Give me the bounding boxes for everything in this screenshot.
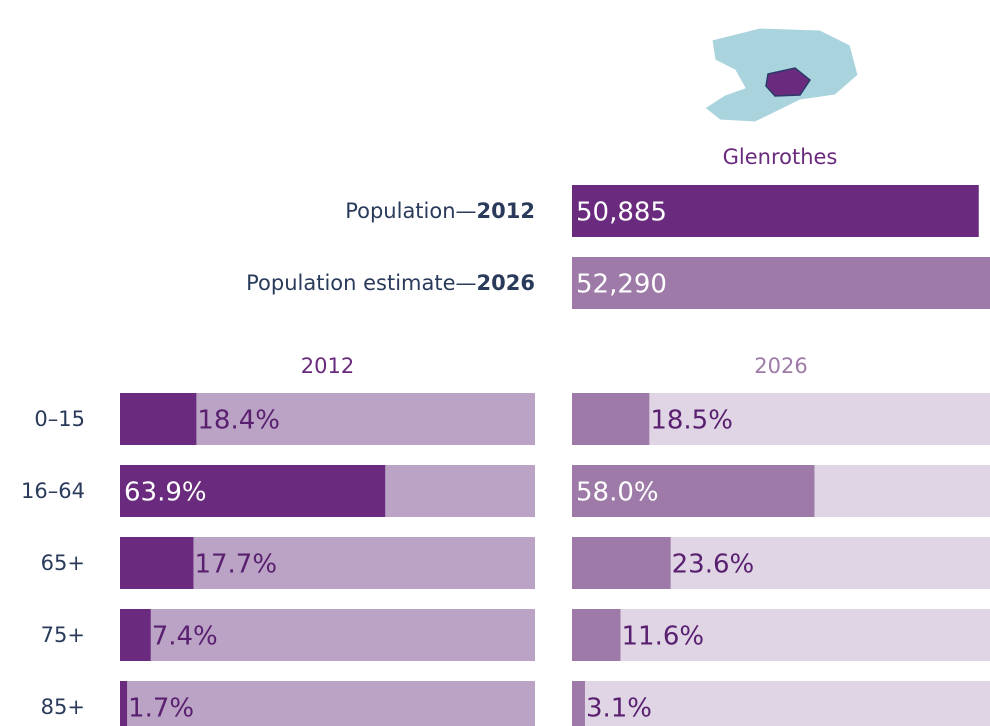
row-label-text: Population estimate—: [246, 271, 476, 295]
value-label: 18.5%: [650, 406, 733, 436]
age-label: 0–15: [34, 407, 85, 431]
value-label: 23.6%: [672, 550, 755, 580]
age-label: 85+: [41, 695, 85, 719]
bar: [572, 609, 621, 661]
area-name: Glenrothes: [723, 145, 838, 169]
map: [704, 27, 859, 123]
panel-title: 2026: [754, 354, 807, 378]
value-label: 18.4%: [197, 406, 280, 436]
bar: [572, 393, 650, 445]
value-label: 3.1%: [586, 694, 652, 724]
value-label: 58.0%: [576, 478, 659, 508]
row-label-year: 2026: [477, 271, 535, 295]
bar: [572, 537, 671, 589]
row-label-text: Population—: [345, 199, 476, 223]
value-label: 50,885: [576, 198, 667, 228]
bar-track: [120, 681, 535, 726]
map-highlight: [765, 67, 812, 97]
row-label-year: 2012: [477, 199, 535, 223]
bar: [120, 537, 194, 589]
bar: [120, 609, 151, 661]
value-label: 52,290: [576, 270, 667, 300]
population-bar: [572, 257, 990, 309]
bar: [572, 681, 585, 726]
bar: [120, 681, 128, 726]
population-bar: [572, 185, 979, 237]
row-label: Population estimate—2026: [246, 271, 535, 295]
value-label: 63.9%: [124, 478, 207, 508]
bar: [572, 465, 815, 517]
value-label: 11.6%: [621, 622, 704, 652]
bar: [120, 465, 386, 517]
bar-track: [120, 609, 535, 661]
age-label: 65+: [41, 551, 85, 575]
bar-track: [572, 681, 990, 726]
bar-track: [572, 609, 990, 661]
panel-title: 2012: [301, 354, 354, 378]
age-label: 16–64: [21, 479, 85, 503]
value-label: 7.4%: [152, 622, 218, 652]
bar: [120, 393, 197, 445]
age-label: 75+: [41, 623, 85, 647]
value-label: 17.7%: [194, 550, 277, 580]
row-label: Population—2012: [345, 199, 535, 223]
value-label: 1.7%: [128, 694, 194, 724]
